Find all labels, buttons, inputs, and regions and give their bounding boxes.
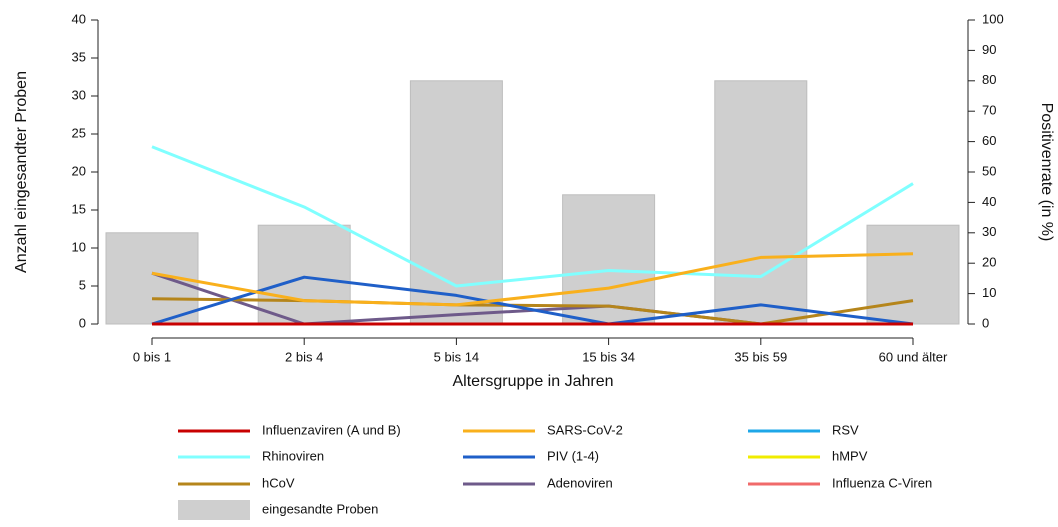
x-tick-label: 2 bis 4 bbox=[285, 349, 323, 364]
x-tick-label: 0 bis 1 bbox=[133, 349, 171, 364]
legend-swatch bbox=[178, 500, 250, 520]
line bbox=[151, 252, 914, 307]
y2-tick-label: 50 bbox=[982, 163, 996, 178]
y-tick-label: 25 bbox=[72, 125, 86, 140]
y-tick-label: 40 bbox=[72, 11, 86, 26]
y-tick-label: 5 bbox=[79, 277, 86, 292]
x-axis-title: Altersgruppe in Jahren bbox=[453, 373, 614, 390]
y2-tick-label: 70 bbox=[982, 103, 996, 118]
legend-label: Influenzaviren (A und B) bbox=[262, 422, 401, 437]
y2-tick-label: 90 bbox=[982, 42, 996, 57]
y2-tick-label: 10 bbox=[982, 285, 996, 300]
y2-tick-label: 0 bbox=[982, 315, 989, 330]
legend-label: hCoV bbox=[262, 475, 295, 490]
bar bbox=[562, 194, 656, 325]
y2-axis-title: Positivenrate (in %) bbox=[1038, 103, 1055, 242]
line bbox=[151, 145, 914, 288]
x-tick-label: 15 bis 34 bbox=[582, 349, 635, 364]
x-tick-label: 5 bis 14 bbox=[434, 349, 480, 364]
y-tick-label: 15 bbox=[72, 201, 86, 216]
y2-tick-label: 20 bbox=[982, 255, 996, 270]
line bbox=[151, 275, 914, 326]
y-tick-label: 20 bbox=[72, 163, 86, 178]
y-tick-label: 30 bbox=[72, 87, 86, 102]
legend-label: Influenza C-Viren bbox=[832, 475, 932, 490]
y2-tick-label: 100 bbox=[982, 11, 1004, 26]
legend-label: hMPV bbox=[832, 448, 868, 463]
legend-label: Adenoviren bbox=[547, 475, 613, 490]
y-tick-label: 0 bbox=[79, 315, 86, 330]
line bbox=[151, 297, 914, 326]
y-tick-label: 10 bbox=[72, 239, 86, 254]
legend-label: PIV (1-4) bbox=[547, 448, 599, 463]
y-tick-label: 35 bbox=[72, 49, 86, 64]
legend-label: RSV bbox=[832, 422, 859, 437]
bar bbox=[409, 80, 503, 325]
y2-tick-label: 40 bbox=[982, 194, 996, 209]
y-axis-title: Anzahl eingesandter Proben bbox=[13, 71, 30, 273]
bar bbox=[714, 80, 808, 325]
bar bbox=[257, 224, 351, 325]
legend-label: eingesandte Proben bbox=[262, 501, 378, 516]
y2-tick-label: 80 bbox=[982, 72, 996, 87]
y2-tick-label: 30 bbox=[982, 224, 996, 239]
x-tick-label: 35 bis 59 bbox=[734, 349, 787, 364]
x-tick-label: 60 und älter bbox=[879, 349, 948, 364]
legend-label: Rhinoviren bbox=[262, 448, 324, 463]
bar bbox=[866, 224, 960, 325]
y2-tick-label: 60 bbox=[982, 133, 996, 148]
legend-label: SARS-CoV-2 bbox=[547, 422, 623, 437]
